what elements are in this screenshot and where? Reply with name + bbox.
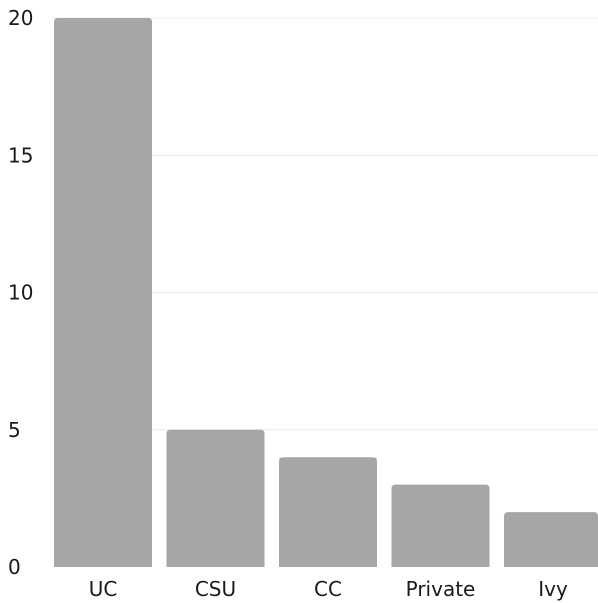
y-tick-label: 10	[8, 281, 33, 305]
x-category-label: UC	[89, 577, 118, 601]
bar-csu	[166, 429, 265, 567]
x-category-label: CC	[314, 577, 342, 601]
y-tick-label: 5	[8, 418, 21, 442]
bar-cc	[279, 457, 377, 567]
bars	[54, 18, 598, 567]
bar-private	[391, 484, 490, 567]
x-axis-categories: UC CSU CC Private Ivy	[89, 577, 568, 601]
y-tick-label: 0	[8, 555, 21, 579]
bar-ivy	[504, 512, 598, 567]
x-category-label: CSU	[195, 577, 236, 601]
y-tick-label: 15	[8, 143, 33, 167]
y-tick-label: 20	[8, 6, 33, 30]
y-axis-ticks: 0 5 10 15 20	[8, 6, 33, 579]
bar-uc	[54, 18, 152, 567]
x-category-label: Private	[406, 577, 476, 601]
x-category-label: Ivy	[538, 577, 568, 601]
